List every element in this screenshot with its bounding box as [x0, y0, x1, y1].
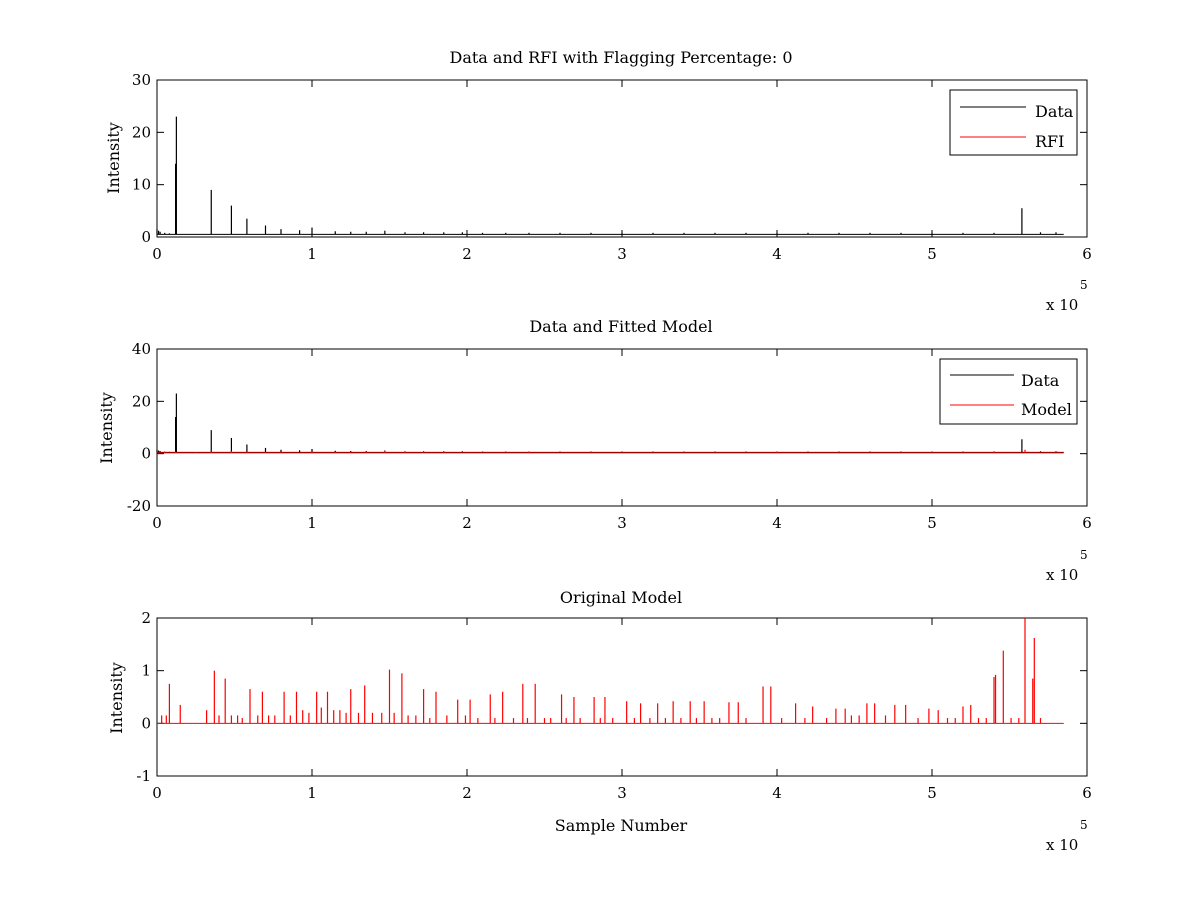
y-tick-label: 1 [141, 662, 151, 680]
x-tick-label: 0 [152, 245, 162, 263]
x-multiplier: x 10 [1046, 566, 1078, 584]
y-tick-label: 40 [132, 340, 151, 358]
x-tick-label: 6 [1082, 514, 1092, 532]
y-tick-label: 20 [132, 392, 151, 410]
x-tick-label: 4 [772, 784, 782, 802]
x-multiplier: x 10 [1046, 296, 1078, 314]
y-tick-label: -20 [127, 497, 151, 515]
y-tick-label: 30 [132, 71, 151, 89]
legend: Data Model [939, 358, 1078, 425]
x-tick-label: 1 [307, 784, 317, 802]
x-tick-label: 3 [617, 245, 627, 263]
chart-title: Data and Fitted Model [529, 317, 712, 336]
y-axis-label: Intensity [104, 122, 123, 194]
y-axis-label: Intensity [107, 662, 126, 734]
x-tick-label: 2 [462, 514, 472, 532]
legend-box [949, 89, 1078, 156]
y-tick-label: 10 [132, 176, 151, 194]
x-axis-label: Sample Number [555, 816, 688, 835]
x-tick-label: 5 [927, 245, 937, 263]
y-tick-label: 20 [132, 123, 151, 141]
x-tick-label: 5 [927, 784, 937, 802]
legend-label-data: Data [1021, 371, 1060, 390]
x-tick-label: 2 [462, 784, 472, 802]
y-tick-label: 0 [141, 228, 151, 246]
x-tick-label: 1 [307, 245, 317, 263]
plot-area: 0 1 2 3 4 5 6 0 10 20 30 [132, 71, 1092, 263]
legend-box [939, 358, 1078, 425]
x-tick-label: 4 [772, 245, 782, 263]
x-tick-label: 5 [927, 514, 937, 532]
x-multiplier-exponent: 5 [1080, 548, 1088, 562]
legend-label-rfi: RFI [1035, 132, 1064, 151]
x-tick-label: 3 [617, 784, 627, 802]
y-tick-label: 2 [141, 609, 151, 627]
legend-label-model: Model [1021, 400, 1072, 419]
legend-label-data: Data [1035, 102, 1074, 121]
y-tick-label: 0 [141, 714, 151, 732]
x-multiplier: x 10 [1046, 836, 1078, 854]
x-tick-label: 2 [462, 245, 472, 263]
y-tick-label: -1 [136, 767, 151, 785]
x-tick-label: 0 [152, 784, 162, 802]
x-tick-label: 6 [1082, 245, 1092, 263]
x-tick-label: 0 [152, 514, 162, 532]
x-tick-label: 4 [772, 514, 782, 532]
y-axis-label: Intensity [97, 392, 116, 464]
chart-panel-fitted-model: Data and Fitted Model Intensity 0 1 2 3 4 5 6 -… [97, 317, 1092, 584]
chart-title: Original Model [560, 588, 682, 607]
chart-panel-rfi: Data and RFI with Flagging Percentage: 0… [104, 48, 1092, 314]
x-multiplier-exponent: 5 [1080, 278, 1088, 292]
chart-panel-original-model: Original Model Intensity Sample Number 0… [107, 588, 1092, 854]
x-tick-label: 1 [307, 514, 317, 532]
x-tick-label: 3 [617, 514, 627, 532]
chart-title: Data and RFI with Flagging Percentage: 0 [449, 48, 792, 67]
x-multiplier-exponent: 5 [1080, 818, 1088, 832]
x-tick-label: 6 [1082, 784, 1092, 802]
legend: Data RFI [949, 89, 1078, 156]
y-tick-label: 0 [141, 445, 151, 463]
